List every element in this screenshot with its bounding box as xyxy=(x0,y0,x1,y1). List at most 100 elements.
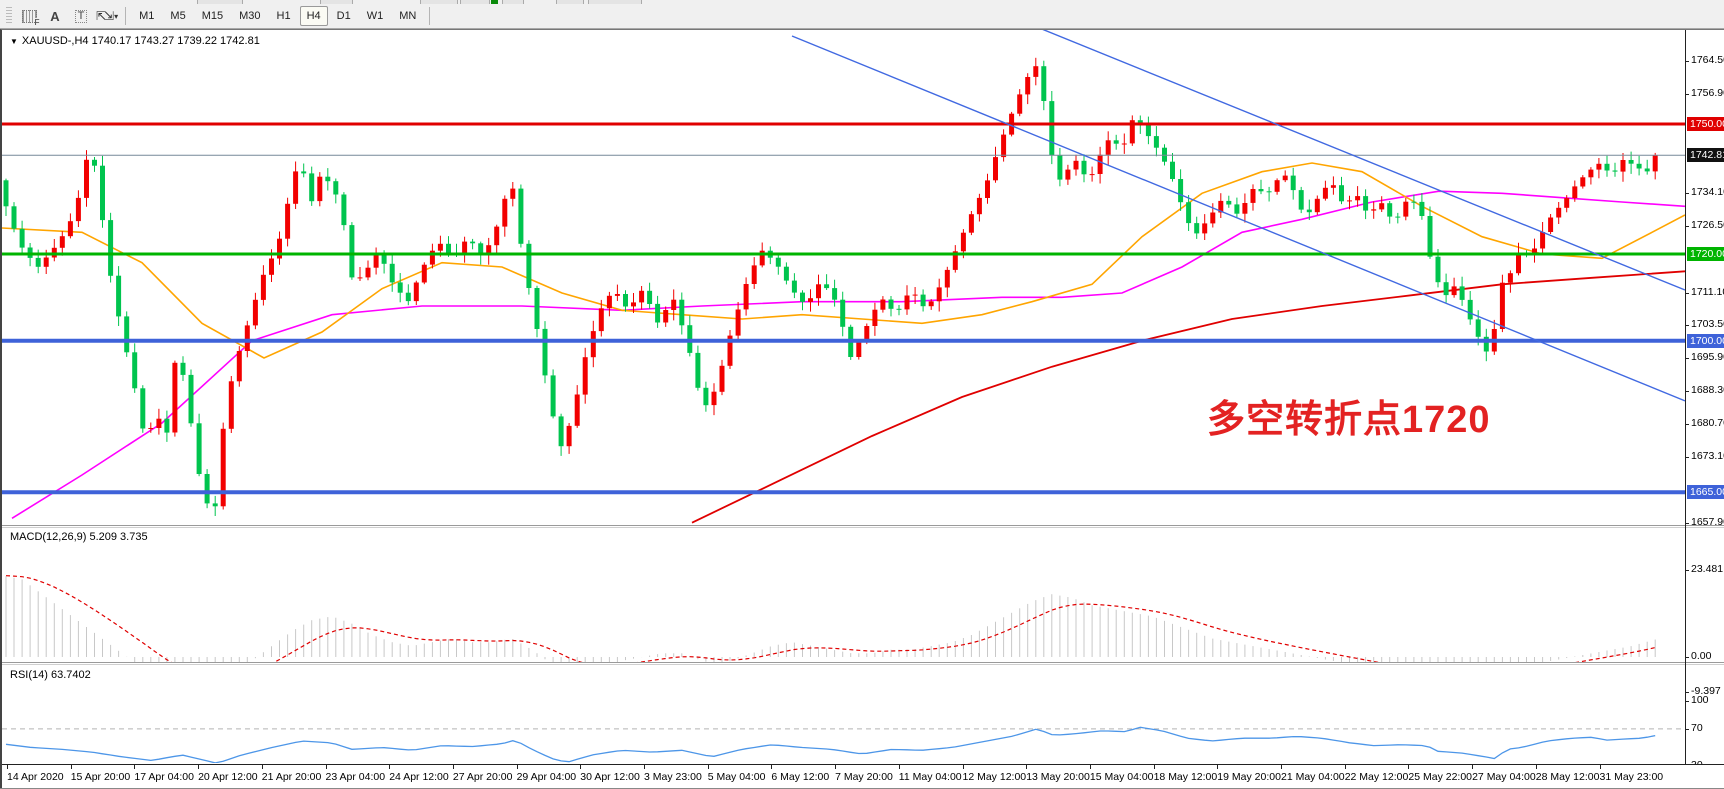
rsi-scale-label: 100 xyxy=(1691,694,1709,706)
macd-scale-label: -9.397 xyxy=(1691,684,1721,697)
time-tick xyxy=(835,765,837,769)
axis-tick xyxy=(1685,94,1689,96)
time-label: 13 May 20:00 xyxy=(1026,771,1090,783)
text-box-icon[interactable]: T xyxy=(69,5,93,27)
toolbar: F A T ⇱⇲ ▾ M1 M5 M15 M30 H1 H4 D1 W1 MN xyxy=(0,4,1724,29)
timeframe-button-m15[interactable]: M15 xyxy=(201,10,224,22)
macd-indicator-label: MACD(12,26,9) 5.209 3.735 xyxy=(10,531,148,543)
rsi-scale-label: 70 xyxy=(1691,721,1703,734)
chart-title: ▼ XAUUSD-,H4 1740.17 1743.27 1739.22 1742… xyxy=(10,35,260,47)
price-pane[interactable] xyxy=(2,30,1685,526)
time-tick xyxy=(1535,765,1537,769)
axis-tick xyxy=(1685,225,1689,227)
timeframe-button-d1[interactable]: D1 xyxy=(336,10,351,22)
chevron-down-icon: ▾ xyxy=(114,11,119,21)
pane-separator[interactable] xyxy=(2,662,1724,665)
axis-tick xyxy=(1685,358,1689,360)
axis-tick xyxy=(1685,691,1689,693)
time-label: 30 Apr 12:00 xyxy=(580,771,640,783)
price-badge: 1700.00 xyxy=(1687,333,1724,348)
time-label: 17 Apr 04:00 xyxy=(134,771,194,783)
time-tick xyxy=(7,765,8,769)
time-label: 3 May 23:00 xyxy=(644,771,702,783)
timeframe-button-h1[interactable]: H1 xyxy=(276,10,291,22)
time-label: 28 May 12:00 xyxy=(1535,771,1600,783)
time-label: 27 May 04:00 xyxy=(1472,771,1536,783)
time-label: 25 May 22:00 xyxy=(1408,771,1473,783)
price-badge: 1750.00 xyxy=(1687,117,1724,131)
time-label: 5 May 04:00 xyxy=(707,771,766,783)
rsi-pane[interactable] xyxy=(2,665,1685,763)
timeframe-button-mn[interactable]: MN xyxy=(399,10,417,22)
time-tick xyxy=(1217,765,1219,769)
time-tick xyxy=(1599,765,1601,769)
macd-scale-label: 0.00 xyxy=(1691,650,1712,662)
time-tick xyxy=(389,765,391,769)
axis-tick xyxy=(1685,523,1689,525)
axis-tick xyxy=(1685,292,1689,294)
axis-label: 1764.50 xyxy=(1691,54,1724,67)
time-label: 22 May 12:00 xyxy=(1344,771,1409,783)
time-label: 15 Apr 20:00 xyxy=(70,771,131,783)
axis-label: 1657.90 xyxy=(1691,516,1724,529)
axis-tick xyxy=(1685,570,1689,572)
axis-tick xyxy=(1685,457,1689,459)
pane-separator[interactable] xyxy=(2,525,1724,528)
time-tick xyxy=(452,765,454,769)
time-label: 6 May 12:00 xyxy=(771,771,830,783)
timeframe-button-w1[interactable]: W1 xyxy=(366,10,384,22)
text-label-icon[interactable]: A xyxy=(50,8,60,24)
time-axis[interactable]: 14 Apr 2020 15 Apr 20:00 17 Apr 04:00 20 Ap… xyxy=(2,764,1724,788)
time-label: 18 May 12:00 xyxy=(1153,771,1218,783)
clipped-green-indicator xyxy=(491,0,498,4)
time-label: 31 May 23:00 xyxy=(1599,771,1664,783)
timeframe-button-m1[interactable]: M1 xyxy=(139,10,155,22)
time-tick xyxy=(898,765,900,769)
axis-label: 1703.50 xyxy=(1691,318,1724,331)
time-tick xyxy=(198,765,200,769)
time-label: 24 Apr 12:00 xyxy=(389,771,449,783)
axis-label: 1688.30 xyxy=(1691,384,1724,397)
axis-label: 1680.70 xyxy=(1691,417,1724,430)
time-tick xyxy=(1153,765,1155,769)
toolbar-separator xyxy=(429,7,431,25)
macd-pane[interactable] xyxy=(2,528,1685,662)
axis-label: 1711.10 xyxy=(1691,285,1724,298)
axis-tick xyxy=(1685,657,1689,658)
axis-label: 1726.50 xyxy=(1691,218,1724,231)
time-tick xyxy=(707,765,709,769)
time-tick xyxy=(644,765,645,769)
time-label: 20 Apr 12:00 xyxy=(198,771,258,783)
timeframe-group: M1 M5 M15 M30 H1 H4 D1 W1 MN xyxy=(131,6,424,26)
time-tick xyxy=(1089,765,1091,769)
price-badge: 1742.81 xyxy=(1687,148,1724,163)
toolbar-separator xyxy=(125,7,127,25)
axis-label: 1734.10 xyxy=(1691,185,1724,198)
price-badge: 1720.00 xyxy=(1687,246,1724,261)
time-tick xyxy=(516,765,518,769)
axis-tick xyxy=(1685,61,1689,63)
timeframe-button-m30[interactable]: M30 xyxy=(239,10,261,22)
crosshair-grid-icon[interactable]: F xyxy=(17,5,41,27)
axis-label: 1695.90 xyxy=(1691,351,1724,364)
axis-tick xyxy=(1685,192,1689,194)
drawing-tools-icon[interactable]: ⇱⇲ ▾ xyxy=(96,9,119,23)
time-tick xyxy=(261,765,263,769)
time-tick xyxy=(962,765,964,769)
time-label: 14 Apr 2020 xyxy=(7,771,64,783)
chart-window: ▼ XAUUSD-,H4 1740.17 1743.27 1739.22 1742… xyxy=(0,29,1724,788)
time-label: 12 May 12:00 xyxy=(962,771,1027,783)
chart-dropdown-caret[interactable]: ▼ xyxy=(10,37,18,46)
time-label: 21 May 04:00 xyxy=(1281,771,1345,783)
time-label: 21 Apr 20:00 xyxy=(261,771,322,783)
toolbar-drag-handle[interactable] xyxy=(6,7,12,25)
time-tick xyxy=(70,765,72,769)
macd-scale-label: 23.481 xyxy=(1691,563,1724,576)
time-tick xyxy=(1408,765,1410,769)
timeframe-button-h4[interactable]: H4 xyxy=(299,6,328,26)
time-label: 23 Apr 04:00 xyxy=(325,771,386,783)
rsi-indicator-label: RSI(14) 63.7402 xyxy=(10,669,91,681)
chart-annotation-text: 多空转折点1720 xyxy=(1207,399,1491,441)
timeframe-button-m5[interactable]: M5 xyxy=(170,10,186,22)
